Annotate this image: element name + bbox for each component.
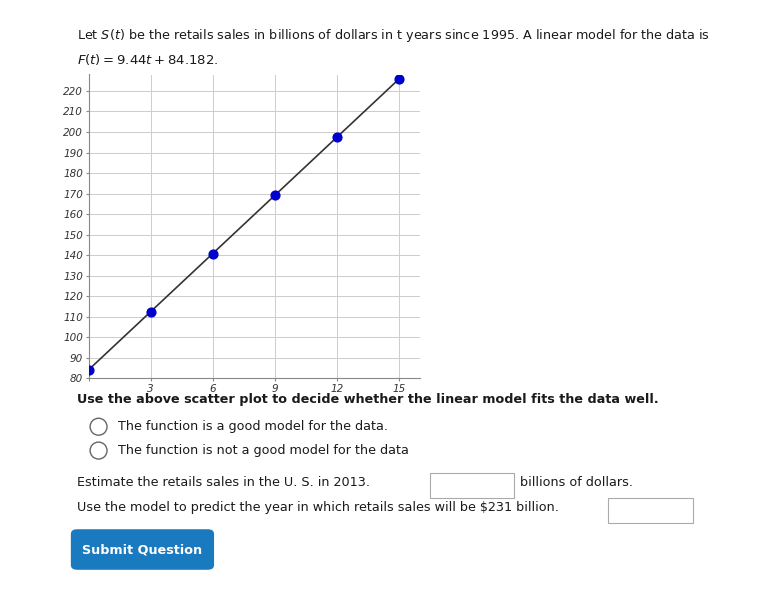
- FancyBboxPatch shape: [608, 498, 693, 523]
- Text: The function is a good model for the data.: The function is a good model for the dat…: [118, 420, 388, 433]
- Point: [145, 307, 157, 316]
- Point: [206, 249, 219, 258]
- FancyBboxPatch shape: [430, 473, 514, 498]
- Text: Estimate the retails sales in the U. S. in 2013.: Estimate the retails sales in the U. S. …: [77, 476, 370, 489]
- Text: Use the model to predict the year in which retails sales will be $231 billion.: Use the model to predict the year in whi…: [77, 501, 559, 514]
- Point: [393, 74, 405, 84]
- Text: billions of dollars.: billions of dollars.: [520, 476, 633, 489]
- Point: [269, 191, 281, 200]
- Point: [82, 365, 95, 375]
- Text: The function is not a good model for the data: The function is not a good model for the…: [118, 444, 409, 457]
- Text: $F(t) = 9.44t + 84.182.$: $F(t) = 9.44t + 84.182.$: [77, 52, 219, 67]
- Text: Let $S(t)$ be the retails sales in billions of dollars in t years since 1995. A : Let $S(t)$ be the retails sales in billi…: [77, 27, 710, 44]
- Text: Submit Question: Submit Question: [82, 543, 203, 556]
- Text: Use the above scatter plot to decide whether the linear model fits the data well: Use the above scatter plot to decide whe…: [77, 393, 658, 406]
- FancyBboxPatch shape: [71, 529, 214, 570]
- Point: [331, 132, 343, 142]
